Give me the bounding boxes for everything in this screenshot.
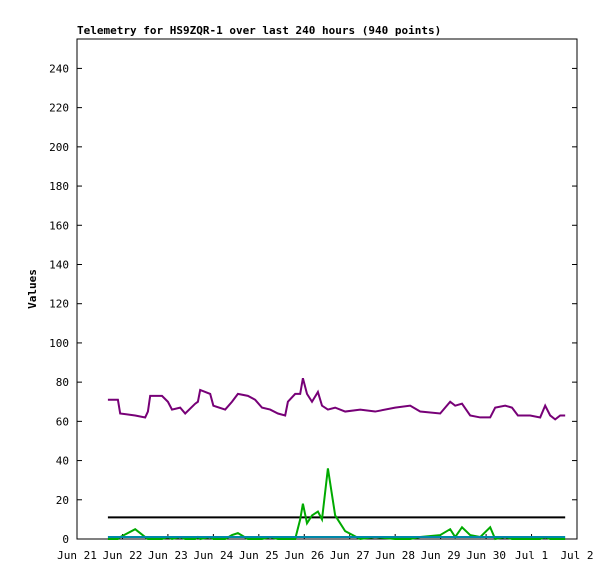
- x-tick-label: Jun 27: [330, 549, 370, 562]
- y-tick-label: 140: [49, 258, 69, 271]
- y-axis-label: Values: [26, 269, 39, 309]
- x-tick-label: Jun 23: [148, 549, 188, 562]
- y-tick-label: 20: [56, 494, 69, 507]
- y-tick-label: 200: [49, 141, 69, 154]
- y-tick-label: 180: [49, 180, 69, 193]
- y-tick-label: 40: [56, 455, 69, 468]
- y-tick-label: 60: [56, 415, 69, 428]
- y-tick-label: 120: [49, 298, 69, 311]
- x-tick-label: Jun 26: [284, 549, 324, 562]
- x-tick-label: Jun 28: [375, 549, 415, 562]
- x-tick-label: Jun 24: [193, 549, 233, 562]
- chart-title: Telemetry for HS9ZQR-1 over last 240 hou…: [77, 24, 441, 37]
- series-line: [107, 377, 566, 421]
- x-tick-label: Jun 22: [103, 549, 143, 562]
- y-tick-label: 0: [62, 533, 69, 546]
- x-tick-label: Jul 2: [560, 549, 593, 562]
- y-tick-label: 220: [49, 102, 69, 115]
- x-tick-label: Jul 1: [515, 549, 548, 562]
- plot-frame: [76, 38, 578, 540]
- x-tick-label: Jun 25: [239, 549, 279, 562]
- y-tick-label: 80: [56, 376, 69, 389]
- y-tick-label: 160: [49, 219, 69, 232]
- x-tick-label: Jun 21: [57, 549, 97, 562]
- y-tick-label: 100: [49, 337, 69, 350]
- y-tick-label: 240: [49, 62, 69, 75]
- x-tick-label: Jun 29: [421, 549, 461, 562]
- series-line: [107, 468, 566, 541]
- x-tick-label: Jun 30: [466, 549, 506, 562]
